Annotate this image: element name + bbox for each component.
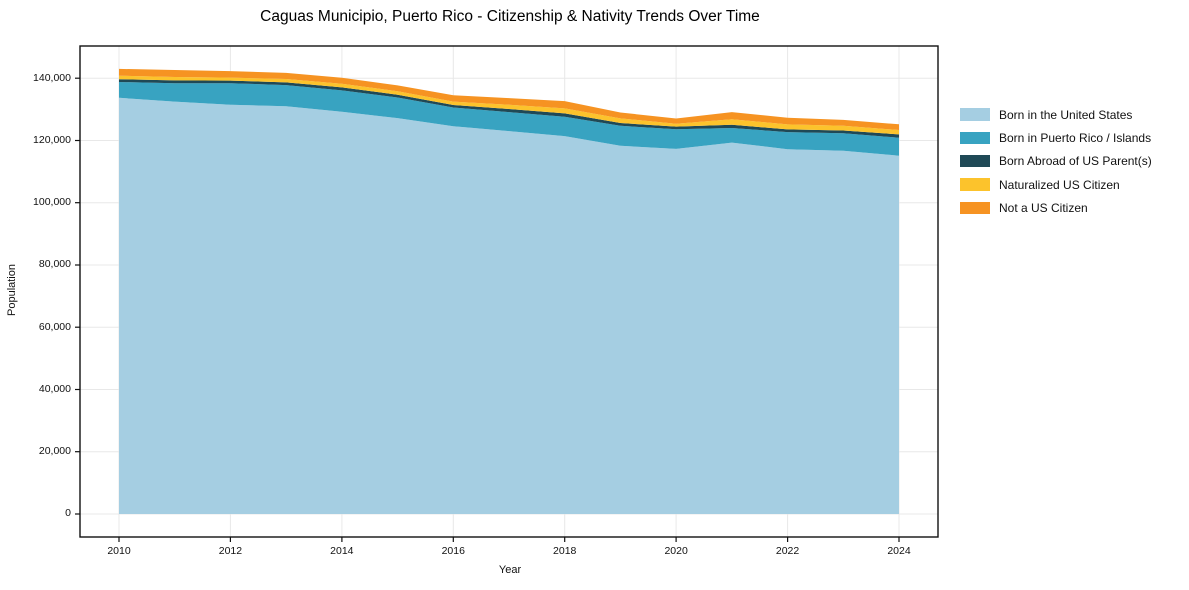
legend-item-not-a-us-citizen: Not a US Citizen xyxy=(960,196,1152,219)
legend-swatch-not-a-us-citizen xyxy=(960,201,990,215)
legend-label: Born in the United States xyxy=(999,107,1133,122)
area-born-abroad-of-us-parent-s xyxy=(119,79,899,138)
y-tick-label: 40,000 xyxy=(38,382,71,395)
legend: Born in the United States Born in Puerto … xyxy=(960,103,1152,219)
legend-label: Born in Puerto Rico / Islands xyxy=(999,130,1152,145)
y-tick-label: 120,000 xyxy=(33,133,71,146)
y-tick-label: 100,000 xyxy=(33,196,71,209)
area-born-in-the-united-states xyxy=(119,97,899,515)
chart-title: Caguas Municipio, Puerto Rico - Citizens… xyxy=(260,8,760,25)
area-born-in-puerto-rico-islands xyxy=(119,82,899,156)
legend-label: Naturalized US Citizen xyxy=(999,177,1120,192)
legend-swatch-born-in-the-united-states xyxy=(960,108,990,121)
legend-label: Born Abroad of US Parent(s) xyxy=(999,154,1152,169)
x-tick-label: 2024 xyxy=(887,545,911,557)
x-tick-label: 2010 xyxy=(107,545,131,557)
legend-item-born-in-puerto-rico-islands: Born in Puerto Rico / Islands xyxy=(960,126,1152,149)
y-tick-label: 0 xyxy=(65,507,71,520)
area-naturalized-us-citizen xyxy=(119,75,899,135)
y-tick-label: 80,000 xyxy=(38,258,71,271)
area-not-a-us-citizen xyxy=(119,68,899,130)
x-tick-label: 2016 xyxy=(441,545,465,557)
legend-item-born-in-the-united-states: Born in the United States xyxy=(960,103,1152,126)
x-tick-label: 2018 xyxy=(553,545,577,557)
y-tick-label: 60,000 xyxy=(38,320,71,333)
y-tick-label: 140,000 xyxy=(33,71,71,84)
legend-label: Not a US Citizen xyxy=(999,200,1088,215)
legend-swatch-born-in-puerto-rico-islands xyxy=(960,131,990,145)
x-tick-label: 2014 xyxy=(330,545,354,557)
legend-item-naturalized-us-citizen: Naturalized US Citizen xyxy=(960,173,1152,196)
legend-swatch-born-abroad-of-us-parent-s xyxy=(960,154,990,168)
legend-swatch-naturalized-us-citizen xyxy=(960,178,990,191)
x-axis-label: Year xyxy=(498,564,522,576)
legend-item-born-abroad-of-us-parent-s: Born Abroad of US Parent(s) xyxy=(960,150,1152,173)
x-tick-label: 2012 xyxy=(218,545,243,557)
x-tick-label: 2020 xyxy=(664,545,688,557)
y-tick-label: 20,000 xyxy=(38,445,71,458)
plot-border xyxy=(79,45,939,538)
x-tick-label: 2022 xyxy=(775,545,800,557)
